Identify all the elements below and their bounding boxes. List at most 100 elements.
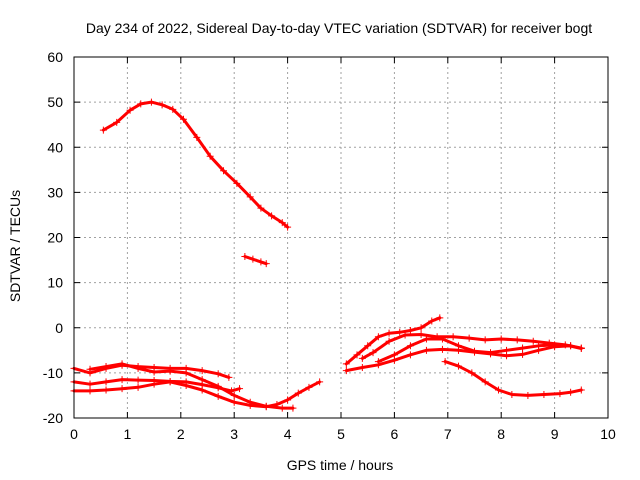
- data-point: [567, 342, 575, 350]
- data-point: [166, 367, 174, 375]
- series-arc-d: [70, 378, 324, 411]
- series-line: [344, 316, 442, 366]
- y-tick-label: -10: [43, 365, 63, 381]
- data-point: [284, 396, 292, 404]
- data-point: [198, 367, 206, 375]
- data-point: [249, 255, 257, 263]
- data-point: [214, 392, 222, 400]
- series-arc-upper: [99, 98, 292, 231]
- data-point: [577, 344, 585, 352]
- data-point: [166, 378, 174, 386]
- data-point: [535, 342, 543, 350]
- data-point: [118, 360, 126, 368]
- tick-layer: [73, 56, 609, 419]
- data-point: [158, 101, 166, 109]
- data-point: [438, 335, 446, 343]
- data-point: [233, 179, 241, 187]
- x-tick-label: 3: [230, 426, 238, 442]
- series-arc-i: [441, 358, 585, 399]
- data-point: [294, 389, 302, 397]
- data-point: [556, 390, 564, 398]
- data-point: [468, 369, 476, 377]
- y-tick-label: 60: [47, 49, 63, 65]
- x-axis-label: GPS time / hours: [287, 457, 394, 473]
- data-point: [364, 342, 372, 350]
- y-tick-label: 40: [47, 139, 63, 155]
- data-point: [471, 347, 478, 355]
- data-point: [519, 350, 527, 358]
- data-point: [102, 378, 110, 386]
- data-point: [273, 400, 281, 408]
- data-point: [134, 383, 142, 391]
- data-point: [438, 345, 446, 353]
- series-layer: [70, 98, 585, 412]
- data-point: [417, 324, 425, 332]
- data-point: [422, 335, 430, 343]
- chart-title: Day 234 of 2022, Sidereal Day-to-day VTE…: [86, 20, 592, 36]
- data-point: [454, 342, 462, 350]
- data-point: [513, 336, 521, 344]
- data-point: [422, 346, 430, 354]
- x-tick-label: 7: [444, 426, 452, 442]
- data-point: [342, 367, 350, 375]
- data-point: [278, 219, 286, 227]
- x-tick-label: 10: [600, 426, 616, 442]
- data-point: [390, 351, 398, 359]
- data-point: [487, 349, 495, 357]
- data-point: [508, 391, 516, 399]
- data-point: [454, 362, 462, 370]
- series-arc-e: [342, 314, 444, 368]
- series-line: [243, 255, 268, 266]
- series-line: [443, 360, 583, 397]
- data-point: [417, 331, 425, 339]
- data-point: [385, 329, 393, 337]
- data-point: [182, 369, 190, 377]
- data-point: [102, 386, 110, 394]
- x-tick-label: 9: [551, 426, 559, 442]
- data-point: [441, 358, 449, 366]
- data-point: [529, 337, 537, 345]
- series-line: [72, 380, 322, 409]
- data-point: [567, 388, 575, 396]
- data-point: [369, 349, 377, 357]
- data-point: [86, 387, 94, 395]
- data-point: [342, 360, 350, 368]
- series-arc-h: [374, 335, 585, 366]
- data-point: [551, 341, 559, 349]
- grid-layer: [74, 57, 608, 418]
- data-point: [396, 328, 404, 336]
- x-tick-label: 8: [497, 426, 505, 442]
- data-point: [278, 404, 286, 412]
- data-point: [465, 334, 473, 342]
- data-point: [169, 105, 177, 113]
- data-point: [262, 403, 270, 411]
- data-point: [481, 336, 489, 344]
- data-point: [284, 223, 292, 231]
- data-point: [225, 373, 233, 381]
- data-point: [289, 404, 297, 412]
- y-tick-label: 20: [47, 230, 63, 246]
- data-point: [401, 331, 409, 339]
- x-tick-label: 5: [337, 426, 345, 442]
- data-point: [228, 387, 236, 395]
- data-point: [206, 152, 214, 160]
- data-point: [126, 106, 134, 114]
- y-tick-label: 30: [47, 184, 63, 200]
- data-point: [118, 385, 126, 393]
- y-tick-label: 10: [47, 275, 63, 291]
- data-point: [147, 98, 155, 106]
- data-point: [99, 126, 107, 134]
- data-point: [385, 337, 393, 345]
- data-point: [230, 398, 238, 406]
- series-arc-short: [241, 252, 270, 268]
- data-point: [137, 100, 145, 108]
- data-point: [428, 317, 436, 325]
- data-point: [150, 380, 158, 388]
- data-point: [481, 378, 489, 386]
- data-point: [257, 204, 265, 212]
- data-point: [236, 385, 244, 393]
- data-point: [134, 364, 142, 372]
- tick-label-layer: 0 1 2 3 4 5 6 7 8 9 10 -20 -10 0 10 20 30 40 50 60: [43, 49, 616, 442]
